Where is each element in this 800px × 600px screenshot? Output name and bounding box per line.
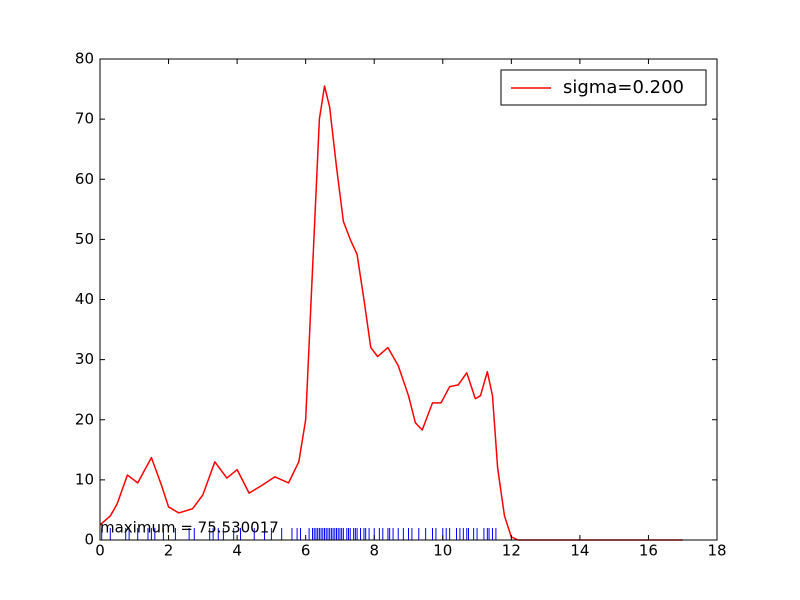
y-tick-label: 80 [75, 50, 94, 68]
x-tick-label: 6 [301, 542, 311, 560]
x-tick-label: 8 [369, 542, 379, 560]
x-tick-label: 16 [639, 542, 658, 560]
x-tick-label: 18 [707, 542, 726, 560]
y-tick-label: 30 [75, 350, 94, 368]
x-tick-label: 2 [164, 542, 174, 560]
x-tick-label: 14 [570, 542, 589, 560]
y-tick-label: 60 [75, 170, 94, 188]
x-tick-label: 4 [232, 542, 242, 560]
annotation: maximum = 75.530017 [100, 519, 279, 537]
y-tick-label: 70 [75, 110, 94, 128]
y-tick-label: 20 [75, 410, 94, 428]
y-tick-label: 40 [75, 290, 94, 308]
x-tick-label: 12 [502, 542, 521, 560]
y-tick-label: 50 [75, 230, 94, 248]
x-tick-label: 0 [95, 542, 105, 560]
data-line [99, 85, 683, 541]
x-tick-label: 10 [433, 542, 452, 560]
y-tick-label: 0 [84, 531, 94, 549]
legend-label: sigma=0.200 [563, 77, 684, 98]
y-tick-label: 10 [75, 470, 94, 488]
